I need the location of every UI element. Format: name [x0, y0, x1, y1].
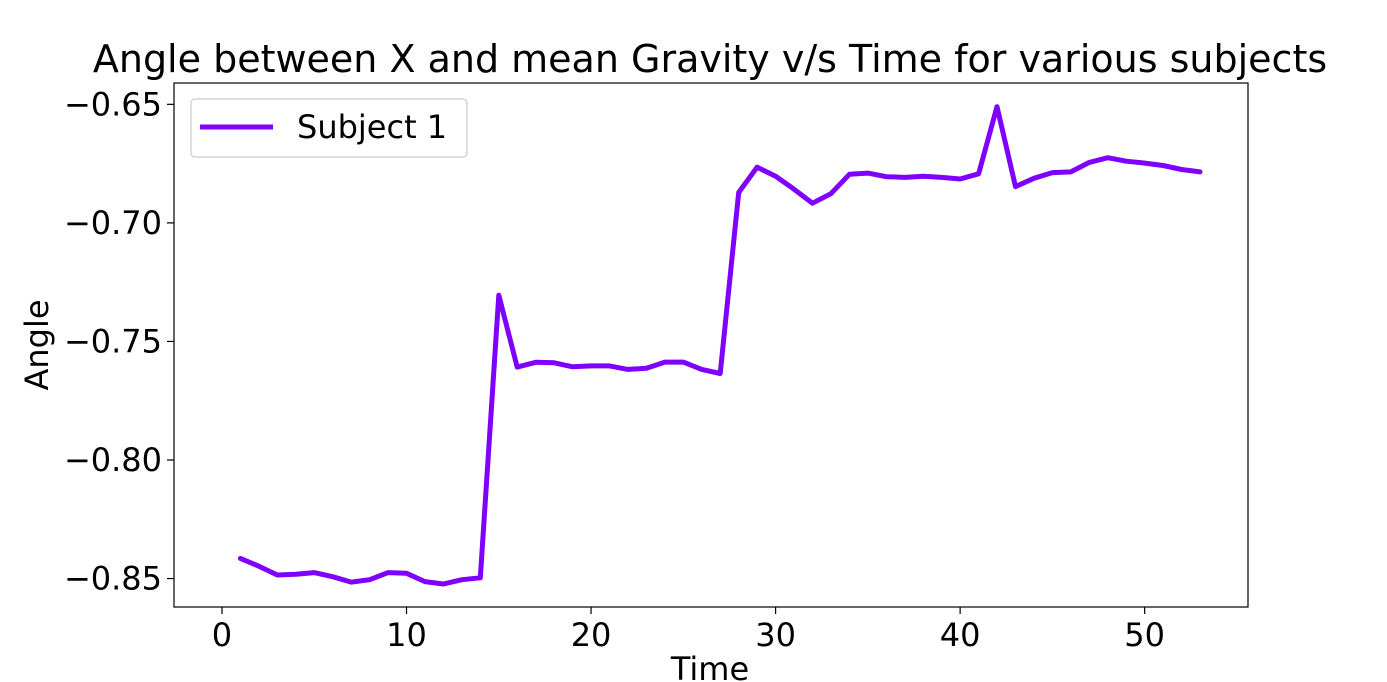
- data-point: [644, 366, 649, 371]
- data-point: [681, 360, 686, 365]
- data-point: [386, 570, 391, 575]
- data-point: [773, 174, 778, 179]
- series-layer: [237, 104, 1203, 587]
- data-point: [589, 363, 594, 368]
- data-point: [533, 360, 538, 365]
- x-axis-label: Time: [670, 650, 749, 682]
- data-point: [884, 174, 889, 179]
- data-point: [423, 579, 428, 584]
- data-point: [1068, 169, 1073, 174]
- data-point: [256, 564, 261, 569]
- data-point: [1050, 170, 1055, 175]
- x-tick-label: 50: [1124, 616, 1165, 654]
- data-point: [496, 293, 501, 298]
- data-point: [441, 582, 446, 587]
- x-tick-label: 40: [940, 616, 981, 654]
- data-point: [1161, 163, 1166, 168]
- data-point: [736, 190, 741, 195]
- data-point: [718, 371, 723, 376]
- data-point: [810, 201, 815, 206]
- legend-label: Subject 1: [297, 108, 447, 146]
- data-point: [478, 575, 483, 580]
- x-axis: 0 10 20 30 40 50: [212, 607, 1165, 654]
- data-point: [570, 364, 575, 369]
- y-tick-label: −0.65: [64, 85, 162, 123]
- data-point: [976, 171, 981, 176]
- data-point: [1031, 176, 1036, 181]
- data-point: [1013, 184, 1018, 189]
- x-tick-label: 20: [571, 616, 612, 654]
- data-point: [330, 574, 335, 579]
- y-tick-label: −0.70: [64, 204, 162, 242]
- data-point: [958, 177, 963, 182]
- y-tick-label: −0.75: [64, 322, 162, 360]
- data-point: [865, 171, 870, 176]
- data-point: [792, 187, 797, 192]
- y-axis-label: Angle: [18, 299, 56, 390]
- data-point: [515, 365, 520, 370]
- x-tick-label: 10: [386, 616, 427, 654]
- data-point: [939, 175, 944, 180]
- data-point: [607, 363, 612, 368]
- data-point: [293, 572, 298, 577]
- y-tick-label: −0.80: [64, 441, 162, 479]
- data-point: [349, 580, 354, 585]
- data-point: [662, 360, 667, 365]
- data-point: [367, 577, 372, 582]
- data-point: [238, 556, 243, 561]
- data-point: [1179, 167, 1184, 172]
- series-line-0: [237, 104, 1203, 587]
- data-point: [404, 571, 409, 576]
- x-tick-label: 0: [212, 616, 232, 654]
- legend-box: [190, 98, 468, 158]
- data-point: [626, 367, 631, 372]
- data-point: [1087, 160, 1092, 165]
- data-point: [995, 104, 1000, 109]
- plot-frame: [173, 82, 1249, 608]
- data-point: [459, 577, 464, 582]
- data-point: [275, 573, 280, 578]
- y-tick-label: −0.85: [64, 560, 162, 598]
- data-point: [552, 360, 557, 365]
- data-point: [902, 175, 907, 180]
- data-point: [312, 570, 317, 575]
- data-point: [921, 174, 926, 179]
- data-point: [1198, 169, 1203, 174]
- data-point: [1142, 161, 1147, 166]
- data-point: [1124, 159, 1129, 164]
- data-point: [1105, 155, 1110, 160]
- chart-title: Angle between X and mean Gravity v/s Tim…: [93, 37, 1327, 81]
- data-point: [847, 172, 852, 177]
- data-point: [755, 165, 760, 170]
- data-point: [828, 191, 833, 196]
- x-tick-label: 30: [755, 616, 796, 654]
- data-point: [699, 367, 704, 372]
- y-axis: −0.85 −0.80 −0.75 −0.70 −0.65: [64, 85, 174, 598]
- legend: Subject 1: [190, 98, 468, 158]
